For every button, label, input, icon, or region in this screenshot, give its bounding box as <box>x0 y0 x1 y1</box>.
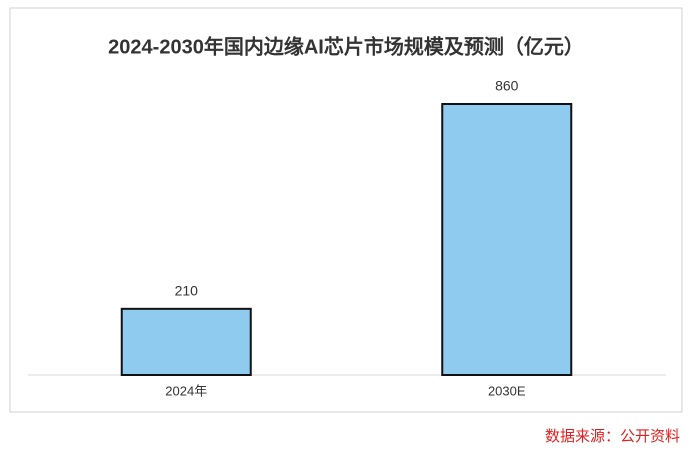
data-label: 210 <box>175 283 199 299</box>
x-tick-label: 2024年 <box>165 383 207 398</box>
chart-title: 2024-2030年国内边缘AI芯片市场规模及预测（亿元） <box>108 34 584 58</box>
data-label: 860 <box>495 78 519 94</box>
chart-frame <box>9 7 683 413</box>
x-tick-label: 2030E <box>488 383 526 398</box>
source-note: 数据来源：公开资料 <box>545 428 680 445</box>
bar <box>120 307 252 377</box>
bar <box>441 103 573 376</box>
